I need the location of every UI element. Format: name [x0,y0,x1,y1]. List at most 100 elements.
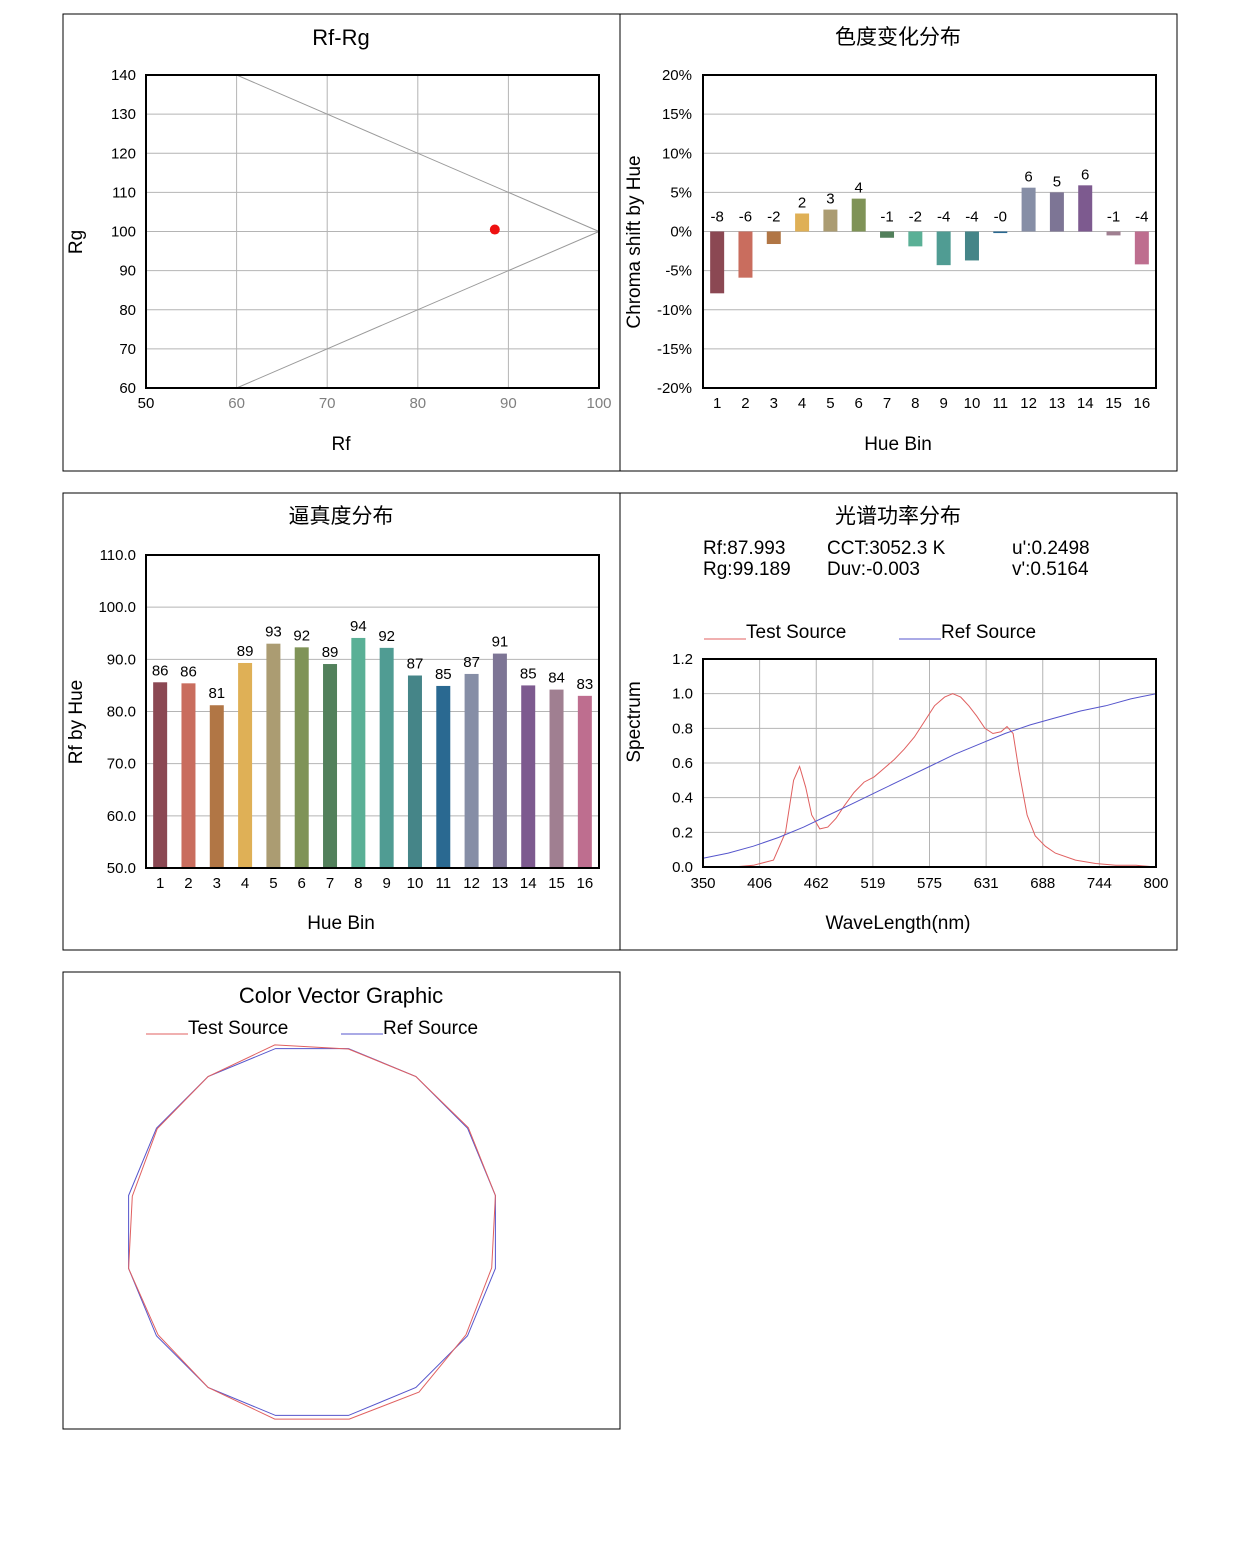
spectrum-plot-frame [702,658,1157,868]
chroma-data-label: 4 [855,180,863,197]
rf-by-hue-data-label: 87 [407,656,424,673]
rf-by-hue-bar [492,653,507,868]
color-vector-title: Color Vector Graphic [239,983,443,1008]
rf-by-hue-xtick: 11 [435,875,451,892]
rf-by-hue-xtick: 12 [463,875,480,892]
spectrum-ytick: 0.6 [672,755,693,772]
spectrum-chart: 光谱功率分布 Rf:87.993 Rg:99.189 CCT:3052.3 K … [624,504,1169,934]
rf-by-hue-data-label: 91 [492,634,509,651]
chroma-ytick: -5% [665,263,692,280]
spectrum-xtick: 800 [1143,875,1168,892]
spectrum-test-source-line [703,693,1157,868]
rf-by-hue-bar [464,673,479,868]
rf-by-hue-plot-frame [145,554,600,869]
cvg-legend-ref-label: Ref Source [383,1018,478,1039]
chroma-data-label: -6 [739,209,752,226]
rf-by-hue-data-label: 93 [265,624,282,641]
rf-by-hue-bar [549,689,564,868]
chroma-shift-chart: 色度变化分布 -8 -6 -22 34-1 -2 -4 -4 -06 5 6-1 -4 20%15%… [624,25,1157,455]
chroma-data-label: 6 [1081,166,1089,183]
rf-rg-ytick: 110 [112,184,136,201]
rf-by-hue-bar [436,685,451,868]
rf-by-hue-bar [379,647,394,868]
chroma-bar [1049,192,1064,232]
rf-by-hue-bar [266,643,281,868]
rf-by-hue-xtick: 8 [354,875,362,892]
chroma-data-label: -1 [880,209,893,226]
spectrum-ytick: 0.8 [672,720,693,737]
chroma-xtick: 15 [1105,395,1122,412]
chroma-shift-xlabel: Hue Bin [864,434,932,455]
chroma-data-label: -2 [767,209,780,226]
chroma-data-label: -4 [937,209,950,226]
chroma-shift-marks: -8 -6 -2 2 3 4 -1 -2 -4 -4 -0 6 5 6 -1 -4 [710,166,1149,294]
color-vector-marks [128,1044,496,1420]
rf-by-hue-bar [407,675,422,868]
chroma-data-label: -2 [909,209,922,226]
chroma-xtick: 4 [798,395,806,412]
chroma-data-label: -4 [965,209,978,226]
rf-by-hue-data-label: 89 [237,643,254,660]
rf-by-hue-bar [323,664,338,868]
chroma-shift-ylabel: Chroma shift by Hue [624,155,645,328]
rf-by-hue-xlabel: Hue Bin [307,913,375,934]
chroma-xtick: 13 [1049,395,1066,412]
rf-rg-xtick: 90 [500,395,517,412]
rf-by-hue-data-label: 83 [577,676,594,693]
chroma-xtick: 1 [713,395,721,412]
spectrum-ylabel: Spectrum [624,681,645,762]
info-cct: CCT:3052.3 K [827,538,946,559]
spectrum-title: 光谱功率分布 [835,504,961,528]
rf-by-hue-data-label: 87 [463,654,480,671]
rf-rg-ytick: 100 [111,224,136,241]
spectrum-xtick: 575 [917,875,942,892]
rf-by-hue-xtick: 10 [407,875,424,892]
chroma-ytick: -20% [657,380,692,397]
rf-by-hue-xtick: 6 [298,875,306,892]
chroma-xtick: 3 [770,395,778,412]
chroma-ytick: 15% [662,106,692,123]
rf-by-hue-data-label: 85 [520,665,537,682]
rf-by-hue-bar [153,682,168,868]
rf-by-hue-ytick: 100.0 [98,599,136,616]
spectrum-ytick: 0.0 [672,859,693,876]
rf-rg-ytick: 90 [119,263,136,280]
chroma-xtick: 14 [1077,395,1094,412]
rf-by-hue-xtick: 15 [548,875,565,892]
rf-rg-ytick: 130 [111,106,136,123]
chroma-data-label: -0 [994,209,1007,226]
chroma-xtick: 16 [1134,395,1151,412]
rf-by-hue-xtick: 16 [577,875,594,892]
spectrum-xtick: 688 [1030,875,1055,892]
chroma-bar [1078,185,1093,232]
chroma-data-label: -4 [1135,209,1148,226]
spectrum-gridlines [703,659,1156,867]
chroma-ytick: 5% [670,184,692,201]
chroma-xtick: 8 [911,395,919,412]
rf-by-hue-xtick: 9 [382,875,390,892]
rf-by-hue-bar [181,683,196,868]
chroma-bar [993,231,1008,234]
chroma-xtick: 9 [939,395,947,412]
chroma-xtick: 5 [826,395,834,412]
chroma-bar [936,231,951,266]
spectrum-tick-labels: 350 406 462 519 575 631 688 744 800 1.2 1.0 0.8 0.6 0… [672,651,1168,892]
rf-by-hue-data-label: 89 [322,644,339,661]
spectrum-xtick: 462 [804,875,829,892]
rf-by-hue-data-label: 92 [293,627,310,644]
rf-by-hue-xtick: 7 [326,875,334,892]
spectrum-xtick: 350 [690,875,715,892]
rf-rg-ytick: 140 [111,67,136,84]
rf-rg-gridlines [146,75,599,388]
rf-by-hue-xtick: 13 [492,875,509,892]
rf-by-hue-bar [209,705,224,868]
chroma-data-label: 3 [826,191,834,208]
chroma-xtick: 11 [992,395,1008,412]
rf-by-hue-ytick: 90.0 [107,651,136,668]
rf-by-hue-bar [294,647,309,868]
rf-by-hue-xtick: 3 [213,875,221,892]
rf-rg-ytick: 120 [111,145,136,162]
rf-by-hue-ytick: 80.0 [107,704,136,721]
